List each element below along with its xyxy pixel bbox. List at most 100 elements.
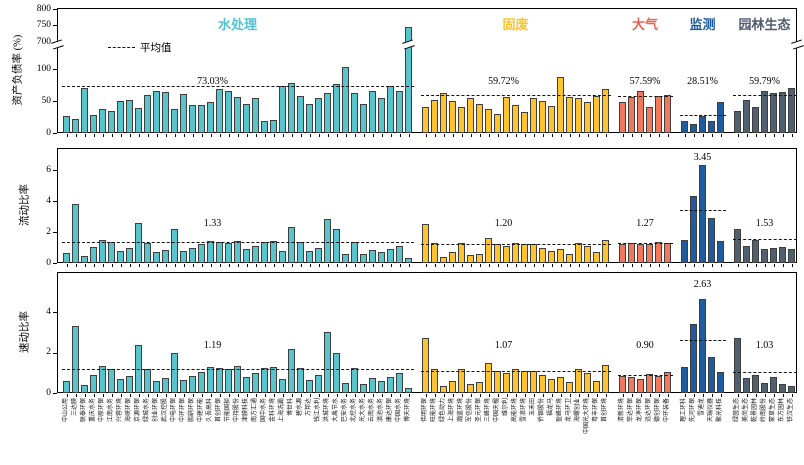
x-tick (408, 394, 410, 397)
x-tick (791, 264, 793, 267)
bar-中环装备 (664, 94, 671, 133)
bar-联泰环保 (81, 88, 88, 133)
x-tick (291, 394, 293, 397)
x-axis-label-盈峰环境: 盈峰环境 (557, 398, 564, 423)
x-axis-label-万邦达: 万邦达 (306, 398, 313, 417)
bar-大禹节水 (333, 83, 340, 133)
bar-钱江水利 (315, 247, 322, 263)
x-tick (542, 394, 544, 397)
x-tick (66, 134, 68, 137)
x-tick (201, 264, 203, 267)
bar-盈峰环境 (557, 249, 564, 263)
bar-首创环境 (602, 89, 609, 133)
x-tick (183, 264, 185, 267)
average-value-大气: 0.90 (636, 340, 654, 351)
bar-上海洗霸 (279, 250, 286, 263)
bar-绿城水务 (144, 242, 151, 263)
x-tick (773, 394, 775, 397)
x-tick (649, 394, 651, 397)
x-tick (551, 394, 553, 397)
x-tick (345, 264, 347, 267)
x-tick (497, 264, 499, 267)
x-axis-label-瀚蓝环境: 瀚蓝环境 (458, 398, 465, 423)
bar-大禹节水 (333, 352, 340, 393)
x-axis-label-中山公用: 中山公用 (63, 398, 70, 423)
group-title-水处理: 水处理 (217, 17, 258, 32)
bar-圣元环保 (476, 253, 483, 263)
x-axis-label-联泰环保: 联泰环保 (81, 398, 88, 423)
x-tick (711, 264, 713, 267)
x-tick (255, 134, 257, 137)
bar-先河环保 (690, 196, 697, 263)
average-value-监测: 3.45 (693, 152, 712, 163)
x-axis-label-中持股份: 中持股份 (234, 398, 241, 423)
x-axis-label-津膜科技: 津膜科技 (243, 398, 250, 423)
average-value-固废: 59.72% (488, 76, 519, 87)
bar-绿城水务 (144, 95, 151, 133)
bar-绿色动力 (440, 385, 447, 393)
y-tick (53, 133, 57, 134)
bar-伟明环保 (422, 107, 429, 133)
bar-绿城水务 (144, 368, 151, 393)
bar-清新环境 (619, 102, 626, 133)
x-tick (605, 264, 607, 267)
x-tick (255, 264, 257, 267)
x-tick (129, 394, 131, 397)
y-tick-label: 2 (46, 226, 51, 237)
x-axis-label-大禹节水: 大禹节水 (333, 398, 340, 423)
bar-节能国祯 (225, 368, 232, 393)
y-tick (53, 232, 57, 233)
bar-海螺创业 (575, 97, 582, 133)
x-axis-label-高能环境: 高能环境 (512, 398, 519, 423)
x-tick (631, 394, 633, 397)
x-tick (273, 394, 275, 397)
x-axis-label-武汉控股: 武汉控股 (162, 398, 169, 423)
x-tick (93, 134, 95, 137)
x-tick (381, 394, 383, 397)
x-axis-label-福龙马: 福龙马 (548, 398, 555, 417)
bar-碧水源 (297, 367, 304, 393)
bar-先河环保 (690, 324, 697, 393)
x-axis-label-绿城水务: 绿城水务 (144, 398, 151, 423)
x-tick (479, 134, 481, 137)
legend-dashed-line-swatch (108, 47, 135, 48)
bar-博天环境 (405, 26, 412, 133)
bar-三达膜 (72, 326, 79, 393)
bar-光大水务 (360, 254, 367, 263)
x-tick (587, 264, 589, 267)
x-tick (354, 134, 356, 137)
bar-铁汉生态 (788, 249, 795, 263)
x-tick (120, 264, 122, 267)
bar-三达膜 (72, 118, 79, 133)
bar-博世科 (288, 83, 295, 133)
bar-上海洗霸 (279, 85, 286, 133)
x-axis-label-中原环保: 中原环保 (99, 398, 106, 423)
bar-康达环保 (387, 86, 394, 133)
x-tick (264, 264, 266, 267)
bar-绿茵生态 (734, 338, 741, 393)
x-tick (569, 134, 571, 137)
bar-龙马环卫 (566, 253, 573, 263)
bar-中山公用 (63, 252, 70, 263)
bar-中国天楹 (494, 244, 501, 263)
bar-清新环境 (619, 243, 626, 263)
bar-聚光科技 (717, 371, 724, 393)
x-tick (327, 394, 329, 397)
bar-德创环保 (655, 375, 662, 393)
bar-云南水务 (369, 91, 376, 133)
x-tick (318, 134, 320, 137)
bar-旺能环境 (431, 242, 438, 263)
bar-高能环境 (512, 242, 519, 263)
x-tick (764, 264, 766, 267)
bar-聚光科技 (717, 102, 724, 133)
x-axis-label-理工环科: 理工环科 (681, 398, 688, 423)
bar-菲达环保 (628, 96, 635, 133)
x-axis-label-上海环境: 上海环境 (449, 398, 456, 423)
bar-三峰环境 (485, 238, 492, 263)
bar-大禹节水 (333, 228, 340, 263)
x-tick (658, 264, 660, 267)
x-tick (75, 264, 77, 267)
x-tick (147, 134, 149, 137)
bar-龙马环卫 (566, 381, 573, 393)
